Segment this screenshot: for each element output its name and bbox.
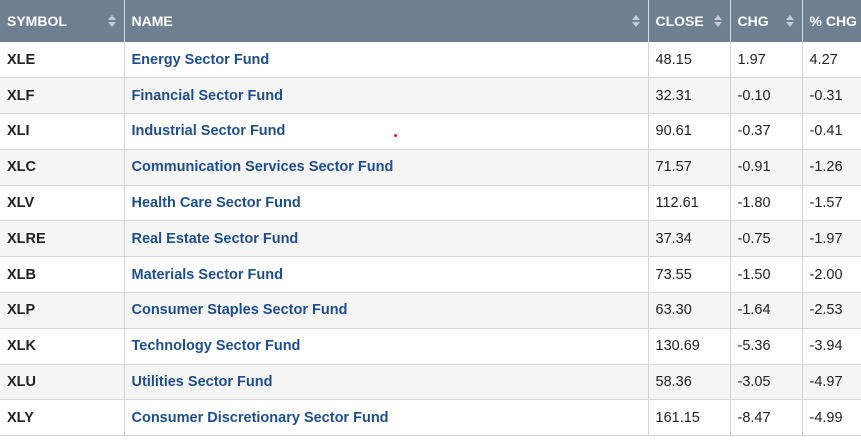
name-cell: Communication Services Sector Fund [124,149,649,186]
name-cell: Financial Sector Fund [124,77,649,115]
table-row: XLRE Real Estate Sector Fund 37.34 -0.75… [0,220,861,258]
name-cell: Energy Sector Fund [124,42,649,79]
symbol-cell: XLB [0,256,125,294]
table-row: XLP Consumer Staples Sector Fund 63.30 -… [0,292,861,329]
pct-chg-cell: -2.53 [802,292,861,329]
name-cell: Consumer Discretionary Sector Fund [124,399,649,437]
name-cell: Utilities Sector Fund [124,364,649,401]
fund-name-link[interactable]: Communication Services Sector Fund [131,159,394,176]
fund-name-link[interactable]: Industrial Sector Fund [131,123,286,140]
table-header: SYMBOL NAME CLOSE CHG % CHG [0,0,861,42]
chg-cell: -1.80 [730,185,803,222]
pct-chg-cell: -0.31 [802,77,861,115]
chg-cell: -0.10 [730,77,803,115]
close-cell: 112.61 [648,185,731,222]
symbol-cell: XLY [0,399,125,437]
close-cell: 71.57 [648,149,731,186]
pct-chg-cell: 4.27 [802,42,861,79]
table-row: XLV Health Care Sector Fund 112.61 -1.80… [0,185,861,222]
table-body: XLE Energy Sector Fund 48.15 1.97 4.27 X… [0,42,861,437]
sort-icon[interactable] [713,15,722,27]
sort-icon[interactable] [631,15,640,27]
fund-name-link[interactable]: Technology Sector Fund [131,338,301,355]
name-cell: Consumer Staples Sector Fund [124,292,649,329]
symbol-cell: XLV [0,185,125,222]
name-cell: Materials Sector Fund [124,256,649,294]
column-header-close[interactable]: CLOSE [648,0,731,42]
fund-name-link[interactable]: Materials Sector Fund [131,266,283,283]
table-row: XLK Technology Sector Fund 130.69 -5.36 … [0,328,861,365]
column-header-pct-chg-label: % CHG [809,13,857,29]
symbol-cell: XLRE [0,220,125,258]
symbol-cell: XLK [0,328,125,365]
symbol-cell: XLC [0,149,125,186]
table-row: XLU Utilities Sector Fund 58.36 -3.05 -4… [0,364,861,401]
close-cell: 37.34 [648,220,731,258]
pct-chg-cell: -0.41 [802,113,861,150]
column-header-pct-chg[interactable]: % CHG [802,0,861,42]
name-cell: Industrial Sector Fund [124,113,649,150]
column-header-symbol[interactable]: SYMBOL [0,0,125,42]
column-header-chg-label: CHG [737,13,769,29]
chg-cell: -5.36 [730,328,803,365]
column-header-name[interactable]: NAME [124,0,649,42]
name-cell: Technology Sector Fund [124,328,649,365]
name-cell: Health Care Sector Fund [124,185,649,222]
column-header-name-label: NAME [131,13,173,29]
table-row: XLC Communication Services Sector Fund 7… [0,149,861,186]
chg-cell: -1.50 [730,256,803,294]
chg-cell: -3.05 [730,364,803,401]
pct-chg-cell: -4.97 [802,364,861,401]
header-row: SYMBOL NAME CLOSE CHG % CHG [0,0,861,42]
fund-name-link[interactable]: Consumer Discretionary Sector Fund [131,409,389,426]
close-cell: 130.69 [648,328,731,365]
sort-icon[interactable] [785,15,794,27]
chg-cell: -8.47 [730,399,803,437]
table-row: XLE Energy Sector Fund 48.15 1.97 4.27 [0,42,861,79]
pct-chg-cell: -1.57 [802,185,861,222]
close-cell: 63.30 [648,292,731,329]
symbol-cell: XLI [0,113,125,150]
table-row: XLB Materials Sector Fund 73.55 -1.50 -2… [0,256,861,294]
chg-cell: -1.64 [730,292,803,329]
pct-chg-cell: -3.94 [802,328,861,365]
symbol-cell: XLP [0,292,125,329]
symbol-cell: XLU [0,364,125,401]
column-header-close-label: CLOSE [655,13,704,29]
table-row: XLF Financial Sector Fund 32.31 -0.10 -0… [0,77,861,115]
table-row: XLI Industrial Sector Fund 90.61 -0.37 -… [0,113,861,150]
table-row: XLY Consumer Discretionary Sector Fund 1… [0,399,861,437]
chg-cell: -0.91 [730,149,803,186]
pct-chg-cell: -1.97 [802,220,861,258]
close-cell: 32.31 [648,77,731,115]
close-cell: 73.55 [648,256,731,294]
fund-name-link[interactable]: Health Care Sector Fund [131,195,301,212]
pct-chg-cell: -4.99 [802,399,861,437]
chg-cell: -0.75 [730,220,803,258]
fund-name-link[interactable]: Consumer Staples Sector Fund [131,302,348,319]
pct-chg-cell: -1.26 [802,149,861,186]
chg-cell: 1.97 [730,42,803,79]
close-cell: 48.15 [648,42,731,79]
sort-icon[interactable] [107,15,116,27]
column-header-symbol-label: SYMBOL [7,13,67,29]
fund-name-link[interactable]: Energy Sector Fund [131,51,270,68]
chg-cell: -0.37 [730,113,803,150]
close-cell: 90.61 [648,113,731,150]
fund-name-link[interactable]: Financial Sector Fund [131,87,283,104]
column-header-chg[interactable]: CHG [730,0,803,42]
fund-name-link[interactable]: Real Estate Sector Fund [131,230,299,247]
red-dot-marker [394,134,397,137]
close-cell: 161.15 [648,399,731,437]
symbol-cell: XLE [0,42,125,79]
fund-name-link[interactable]: Utilities Sector Fund [131,374,273,391]
name-cell: Real Estate Sector Fund [124,220,649,258]
pct-chg-cell: -2.00 [802,256,861,294]
symbol-cell: XLF [0,77,125,115]
close-cell: 58.36 [648,364,731,401]
